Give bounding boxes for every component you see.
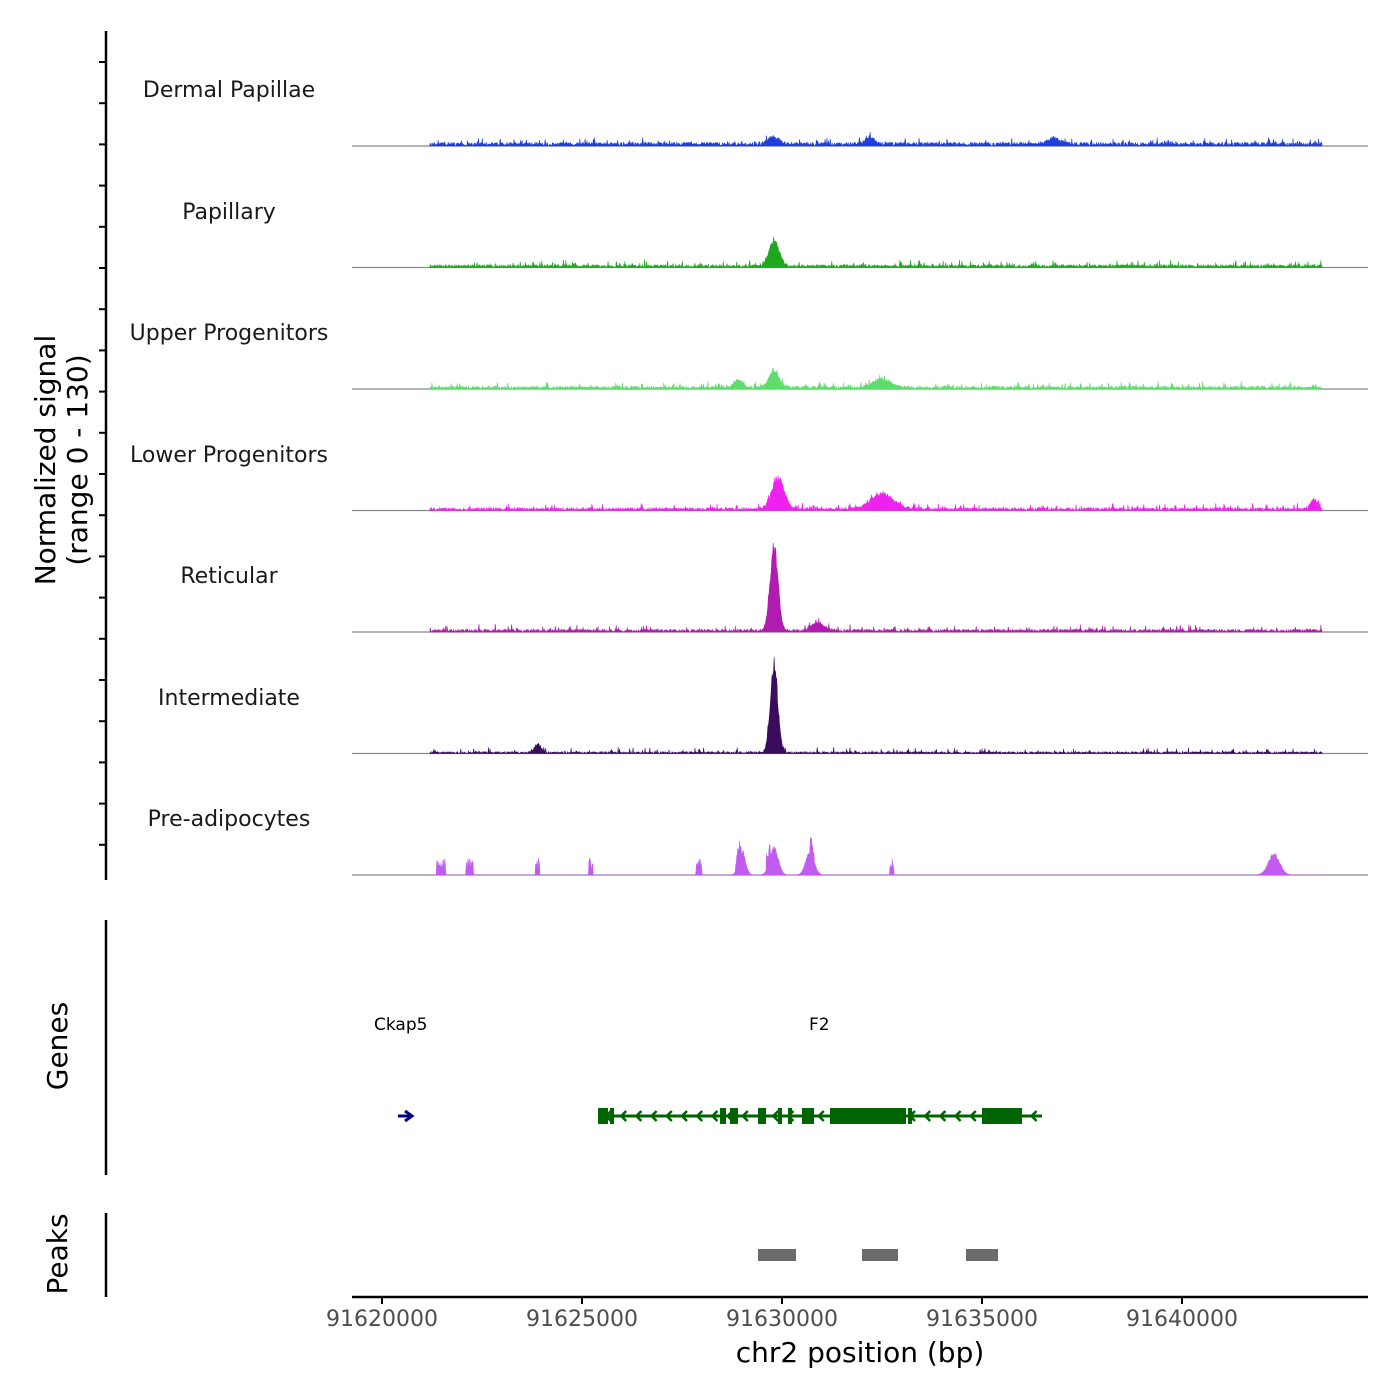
strand-arrow (695, 1110, 704, 1122)
x-axis-title: chr2 position (bp) (735, 1336, 985, 1369)
exon (610, 1108, 614, 1124)
peak-region (862, 1249, 898, 1261)
strand-arrow (649, 1110, 658, 1122)
y-axis-title-main: Normalized signal (29, 334, 62, 586)
peak-region (966, 1249, 998, 1261)
exon (730, 1108, 738, 1124)
coverage-track (352, 131, 1368, 148)
strand-arrow (969, 1110, 977, 1122)
track-label: Reticular (180, 564, 278, 589)
strand-arrow (404, 1109, 415, 1123)
x-tick-label: 91630000 (726, 1307, 838, 1332)
peak-region (758, 1249, 796, 1261)
coverage-signal (429, 542, 1323, 634)
gene-label-f2: F2 (809, 1015, 830, 1035)
exon (982, 1108, 1022, 1124)
exon (720, 1108, 726, 1124)
strand-arrow (710, 1110, 719, 1122)
gene-model (398, 1109, 415, 1123)
coverage-track (352, 367, 1368, 391)
peaks-track (104, 1213, 998, 1297)
coverage-signal (429, 475, 1323, 512)
strand-arrow (771, 1110, 780, 1122)
coverage-signal (430, 836, 1322, 876)
y-axis-ticks (99, 31, 108, 880)
exon (908, 1108, 912, 1124)
coverage-signal (429, 236, 1323, 269)
peaks-axis-title: Peaks (41, 1213, 74, 1295)
coverage-signal (429, 657, 1323, 755)
strand-arrow (817, 1110, 825, 1122)
strand-arrow (634, 1110, 643, 1122)
strand-arrow (741, 1110, 749, 1122)
strand-arrow (1029, 1110, 1038, 1122)
coverage-signal (429, 367, 1323, 391)
strand-arrow (680, 1110, 688, 1122)
coverage-track (352, 836, 1368, 876)
exon (830, 1108, 906, 1124)
x-tick-label: 91640000 (1126, 1307, 1238, 1332)
x-tick-label: 91625000 (526, 1307, 638, 1332)
x-axis (352, 1295, 1368, 1304)
exon (802, 1108, 814, 1124)
gene-track (104, 920, 1042, 1175)
strand-arrow (665, 1110, 673, 1122)
coverage-track (352, 475, 1368, 512)
x-tick-label: 91635000 (926, 1307, 1038, 1332)
gene-model (598, 1108, 1042, 1124)
track-label: Papillary (182, 199, 276, 225)
exon (778, 1108, 782, 1124)
coverage-track (352, 236, 1368, 269)
track-label: Upper Progenitors (129, 321, 329, 346)
strand-arrow (619, 1110, 628, 1122)
coverage-track (352, 657, 1368, 755)
exon (598, 1108, 608, 1124)
track-label: Pre-adipocytes (147, 807, 311, 832)
genes-axis-title: Genes (41, 1001, 74, 1091)
track-label: Dermal Papillae (142, 78, 316, 103)
strand-arrow (938, 1110, 947, 1122)
strand-arrow (953, 1110, 962, 1122)
strand-arrow (923, 1110, 932, 1122)
coverage-track (352, 542, 1368, 634)
coverage-tracks (352, 131, 1368, 876)
track-label: Lower Progenitors (130, 442, 328, 468)
y-axis-title: Normalized signal (range 0 - 130) (29, 300, 100, 620)
exon (788, 1108, 792, 1124)
track-label: Intermediate (158, 685, 300, 711)
y-axis-title-range: (range 0 - 130) (61, 354, 94, 566)
x-tick-label: 91620000 (326, 1307, 438, 1332)
exon (758, 1108, 766, 1124)
coverage-signal (429, 131, 1323, 148)
gene-label-ckap5: Ckap5 (374, 1015, 428, 1035)
